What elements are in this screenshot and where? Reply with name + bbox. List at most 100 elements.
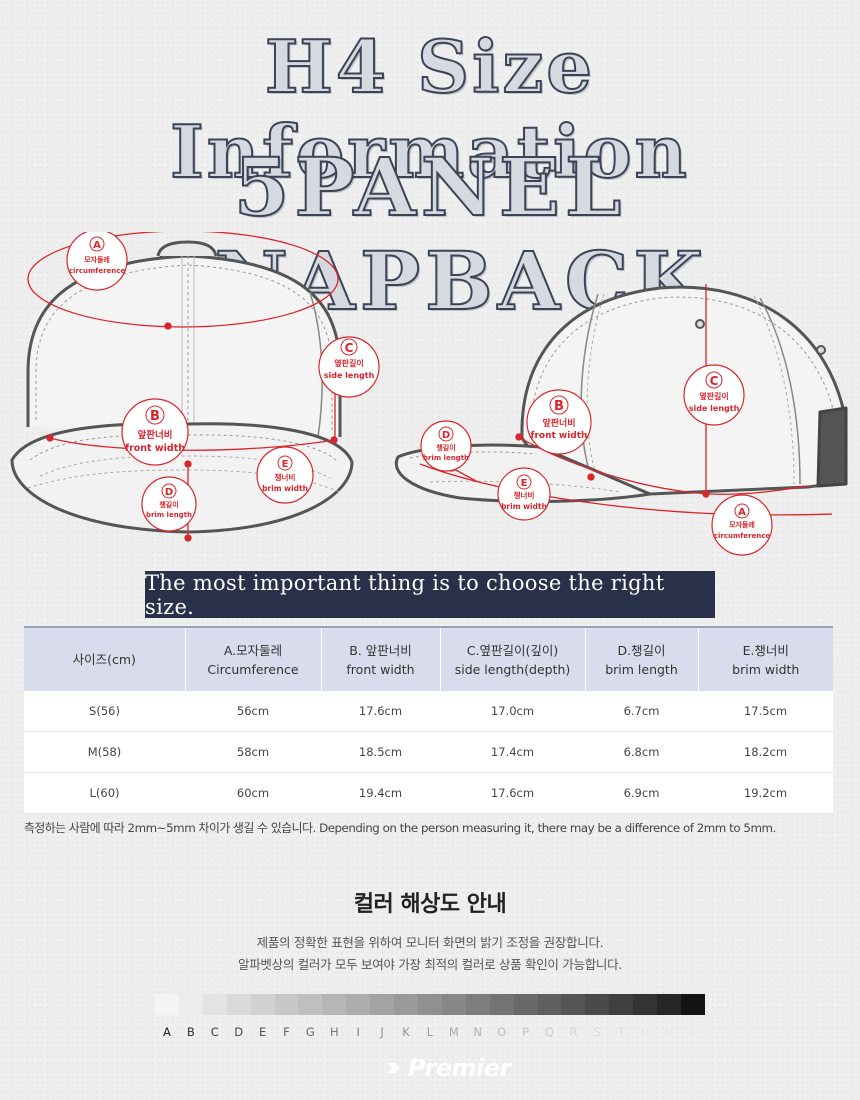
callout-a-front: A 모자둘레 circumference <box>66 232 128 291</box>
svg-text:챙너비: 챙너비 <box>514 490 535 500</box>
svg-text:E: E <box>282 459 289 470</box>
color-guide-title: 컬러 해상도 안내 <box>353 892 507 917</box>
gray-swatch <box>178 994 203 1015</box>
gray-swatch <box>609 994 634 1015</box>
header-side-length: C.옆판길이(깊이) side length(depth) <box>440 627 586 691</box>
gray-swatch <box>417 994 442 1015</box>
gray-swatch <box>585 994 610 1015</box>
table-cell: 17.4cm <box>440 731 585 773</box>
gray-swatch <box>465 994 490 1015</box>
gray-swatch <box>537 994 562 1015</box>
gray-swatch <box>298 994 323 1015</box>
header-size: 사이즈(cm) <box>24 627 186 691</box>
gray-letter: K <box>402 1025 410 1039</box>
svg-text:챙너비: 챙너비 <box>275 472 296 482</box>
svg-text:A: A <box>93 240 101 251</box>
svg-text:D: D <box>165 487 173 498</box>
table-row: L(60) 60cm 19.4cm 17.6cm 6.9cm 19.2cm <box>24 772 833 814</box>
callout-c-front: C 옆판길이 side length <box>318 336 380 398</box>
gray-swatch <box>513 994 538 1015</box>
color-guide-text-1: 제품의 정확한 표현을 위하여 모니터 화면의 밝기 조정을 권장합니다. <box>256 935 604 950</box>
callout-c-side: C 옆판길이 side length <box>683 364 745 426</box>
gray-swatch <box>394 994 418 1015</box>
gray-letter: T <box>617 1025 625 1039</box>
svg-text:모자둘레: 모자둘레 <box>729 520 755 529</box>
cap-measurement-illustration: A 모자둘레 circumference C 옆판길이 side length … <box>10 232 848 556</box>
table-header-row: 사이즈(cm) A.모자둘레 Circumference B. 앞판너비 front… <box>24 627 833 691</box>
gray-swatch <box>489 994 514 1015</box>
svg-text:C: C <box>710 374 719 388</box>
header-front-width: B. 앞판너비 front width <box>321 627 441 691</box>
gray-letter: W <box>687 1025 699 1039</box>
gray-letter: I <box>356 1025 360 1039</box>
table-cell: 18.5cm <box>321 731 440 773</box>
callout-d-side: D 챙길이 brim length <box>420 420 472 472</box>
gray-letter: B <box>186 1025 195 1039</box>
grayscale-swatch-strip <box>155 994 705 1015</box>
svg-text:D: D <box>442 430 450 441</box>
svg-text:C: C <box>345 341 354 355</box>
table-cell: 6.8cm <box>585 731 698 773</box>
gray-swatch <box>370 994 395 1015</box>
gray-swatch <box>155 994 179 1015</box>
table-cell: 6.7cm <box>585 691 698 732</box>
gray-letter: G <box>305 1025 315 1039</box>
callout-a-side: A 모자둘레 circumference <box>711 494 773 556</box>
svg-text:brim width: brim width <box>262 484 308 493</box>
svg-text:E: E <box>521 478 528 489</box>
front-cap-drawing <box>10 240 354 534</box>
svg-text:챙길이: 챙길이 <box>159 500 178 509</box>
gray-letter: M <box>448 1025 459 1039</box>
gray-letter: O <box>497 1025 507 1039</box>
callout-b-front: B 앞판너비 front width <box>121 398 189 466</box>
gray-letter: U <box>640 1025 650 1039</box>
gray-letter: D <box>234 1025 244 1039</box>
callout-e-front: E 챙너비 brim width <box>256 446 314 504</box>
table-cell: 56cm <box>185 691 321 732</box>
svg-text:앞판너비: 앞판너비 <box>138 429 173 441</box>
svg-text:circumference: circumference <box>714 532 771 540</box>
svg-text:brim length: brim length <box>423 454 469 462</box>
table-cell: 6.9cm <box>585 772 698 814</box>
table-cell: 17.6cm <box>440 772 585 814</box>
svg-text:B: B <box>150 409 160 424</box>
svg-text:circumference: circumference <box>69 267 126 275</box>
gray-letter: V <box>665 1025 673 1039</box>
gray-swatch <box>633 994 658 1015</box>
gray-swatch <box>680 994 705 1015</box>
svg-text:옆판길이: 옆판길이 <box>699 391 728 401</box>
gray-letter: Q <box>544 1025 554 1039</box>
gray-letter: R <box>569 1025 578 1039</box>
gray-letter: S <box>593 1025 601 1039</box>
table-cell: 60cm <box>185 772 321 814</box>
brand-logo: Premier <box>386 1053 536 1083</box>
page-title: H4 Size Information <box>169 23 690 195</box>
table-cell: M(58) <box>24 731 185 773</box>
table-cell: 19.2cm <box>698 772 833 814</box>
gray-swatch <box>441 994 466 1015</box>
gray-letter: H <box>329 1025 339 1039</box>
measurement-note: 측정하는 사람에 따라 2mm~5mm 차이가 생길 수 있습니다. Depen… <box>24 821 776 835</box>
side-cap-drawing <box>394 285 848 503</box>
svg-text:brim width: brim width <box>501 502 547 511</box>
svg-text:A: A <box>738 507 746 518</box>
table-cell: 17.5cm <box>698 691 833 732</box>
gray-letter: P <box>522 1025 530 1039</box>
table-cell: 18.2cm <box>698 731 833 773</box>
gray-swatch <box>322 994 347 1015</box>
gray-letter: E <box>258 1025 267 1039</box>
svg-text:front width: front width <box>125 443 185 454</box>
svg-text:side length: side length <box>324 371 375 380</box>
svg-text:brim length: brim length <box>146 511 192 519</box>
size-table: 사이즈(cm) A.모자둘레 Circumference B. 앞판너비 front… <box>24 626 833 814</box>
svg-text:B: B <box>554 399 564 414</box>
header-circumference: A.모자둘레 Circumference <box>185 627 322 691</box>
table-cell: 17.6cm <box>321 691 440 732</box>
svg-text:모자둘레: 모자둘레 <box>84 255 110 264</box>
table-cell: 19.4cm <box>321 772 440 814</box>
gray-swatch <box>561 994 586 1015</box>
table-row: S(56) 56cm 17.6cm 17.0cm 6.7cm 17.5cm <box>24 691 833 732</box>
color-guide-text-2: 알파벳상의 컬러가 모두 보여야 가장 최적의 컬러로 상품 확인이 가능합니다… <box>238 957 622 972</box>
premier-mark-icon <box>388 1063 400 1073</box>
